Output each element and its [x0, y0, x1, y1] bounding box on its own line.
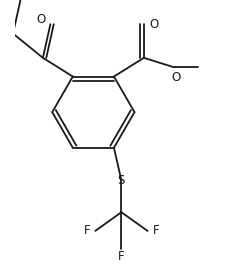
- Text: S: S: [117, 174, 125, 187]
- Text: O: O: [170, 71, 180, 84]
- Text: F: F: [152, 224, 159, 237]
- Text: F: F: [83, 224, 90, 237]
- Text: O: O: [149, 18, 158, 31]
- Text: O: O: [36, 13, 45, 26]
- Text: F: F: [118, 250, 124, 263]
